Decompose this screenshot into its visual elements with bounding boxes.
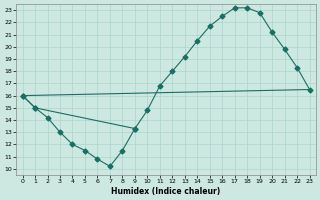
- X-axis label: Humidex (Indice chaleur): Humidex (Indice chaleur): [111, 187, 221, 196]
